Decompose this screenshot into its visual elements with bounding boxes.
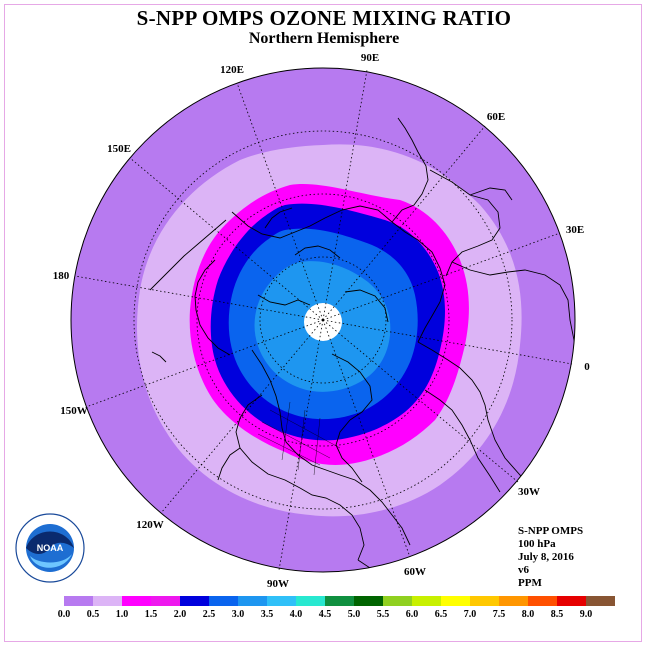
state-boundaries xyxy=(257,401,341,476)
legend-tick-label: 9.0 xyxy=(579,609,593,620)
legend-swatch xyxy=(528,596,557,606)
legend-swatch xyxy=(470,596,499,606)
legend-swatch xyxy=(151,596,180,606)
legend-swatch xyxy=(441,596,470,606)
legend-tick-label: 8.5 xyxy=(550,609,564,620)
legend-tick-label: 4.5 xyxy=(318,609,332,620)
legend-swatch xyxy=(122,596,151,606)
legend-swatch xyxy=(296,596,325,606)
legend-swatch xyxy=(180,596,209,606)
graticule xyxy=(74,69,573,571)
lon-label-180: 180 xyxy=(53,270,70,282)
legend-swatch xyxy=(64,596,93,606)
lon-label-150e: 150E xyxy=(107,143,131,155)
legend-tick-label: 0.0 xyxy=(57,609,71,620)
legend-swatch xyxy=(209,596,238,606)
legend-tick-label: 0.5 xyxy=(86,609,100,620)
coastlines xyxy=(149,117,575,572)
legend-tick-label: 6.5 xyxy=(434,609,448,620)
legend-swatch xyxy=(383,596,412,606)
info-level: 100 hPa xyxy=(518,538,556,550)
legend-tick-label: 2.0 xyxy=(173,609,187,620)
info-instrument: S-NPP OMPS xyxy=(518,525,584,537)
legend-tick-label: 6.0 xyxy=(405,609,419,620)
legend-ticks: 0.0 0.5 1.0 1.5 2.0 2.5 3.0 3.5 4.0 4.5 5.0 5.5 6.0 6… xyxy=(0,609,648,623)
legend-tick-label: 7.0 xyxy=(463,609,477,620)
hemisphere-edge xyxy=(70,67,576,573)
noaa-logo: NOAA xyxy=(15,513,85,583)
legend-swatch xyxy=(238,596,267,606)
legend-tick-label: 5.5 xyxy=(376,609,390,620)
lon-label-60w: 60W xyxy=(404,566,426,578)
legend-swatch xyxy=(325,596,354,606)
lon-label-0: 0 xyxy=(584,361,590,373)
legend-swatch xyxy=(499,596,528,606)
legend-swatch xyxy=(412,596,441,606)
legend-tick-label: 1.0 xyxy=(115,609,129,620)
legend-tick-label: 3.5 xyxy=(260,609,274,620)
lon-label-90w: 90W xyxy=(267,578,289,590)
legend-swatch xyxy=(557,596,586,606)
color-legend xyxy=(64,596,615,606)
lon-label-120w: 120W xyxy=(136,519,164,531)
legend-swatch xyxy=(93,596,122,606)
map-subtitle: Northern Hemisphere xyxy=(248,30,400,47)
lon-label-60e: 60E xyxy=(487,111,505,123)
figure-frame xyxy=(4,4,642,642)
lon-label-150w: 150W xyxy=(60,405,88,417)
legend-swatch xyxy=(586,596,615,606)
legend-tick-label: 8.0 xyxy=(521,609,535,620)
map-title: S-NPP OMPS OZONE MIXING RATIO xyxy=(136,6,512,30)
lon-label-90e: 90E xyxy=(361,52,379,64)
legend-swatch xyxy=(354,596,383,606)
info-units: PPM xyxy=(518,577,542,589)
legend-tick-label: 5.0 xyxy=(347,609,361,620)
info-version: v6 xyxy=(518,564,529,576)
logo-text: NOAA xyxy=(37,543,64,553)
product-info: S-NPP OMPS 100 hPa July 8, 2016 v6 PPM xyxy=(518,525,583,590)
lon-label-30e: 30E xyxy=(566,224,584,236)
lon-label-120e: 120E xyxy=(220,64,244,76)
legend-tick-label: 7.5 xyxy=(492,609,506,620)
legend-tick-label: 3.0 xyxy=(231,609,245,620)
legend-tick-label: 4.0 xyxy=(289,609,303,620)
lon-label-30w: 30W xyxy=(518,486,540,498)
info-date: July 8, 2016 xyxy=(518,551,574,563)
legend-tick-label: 1.5 xyxy=(144,609,158,620)
legend-swatch xyxy=(267,596,296,606)
legend-tick-label: 2.5 xyxy=(202,609,216,620)
